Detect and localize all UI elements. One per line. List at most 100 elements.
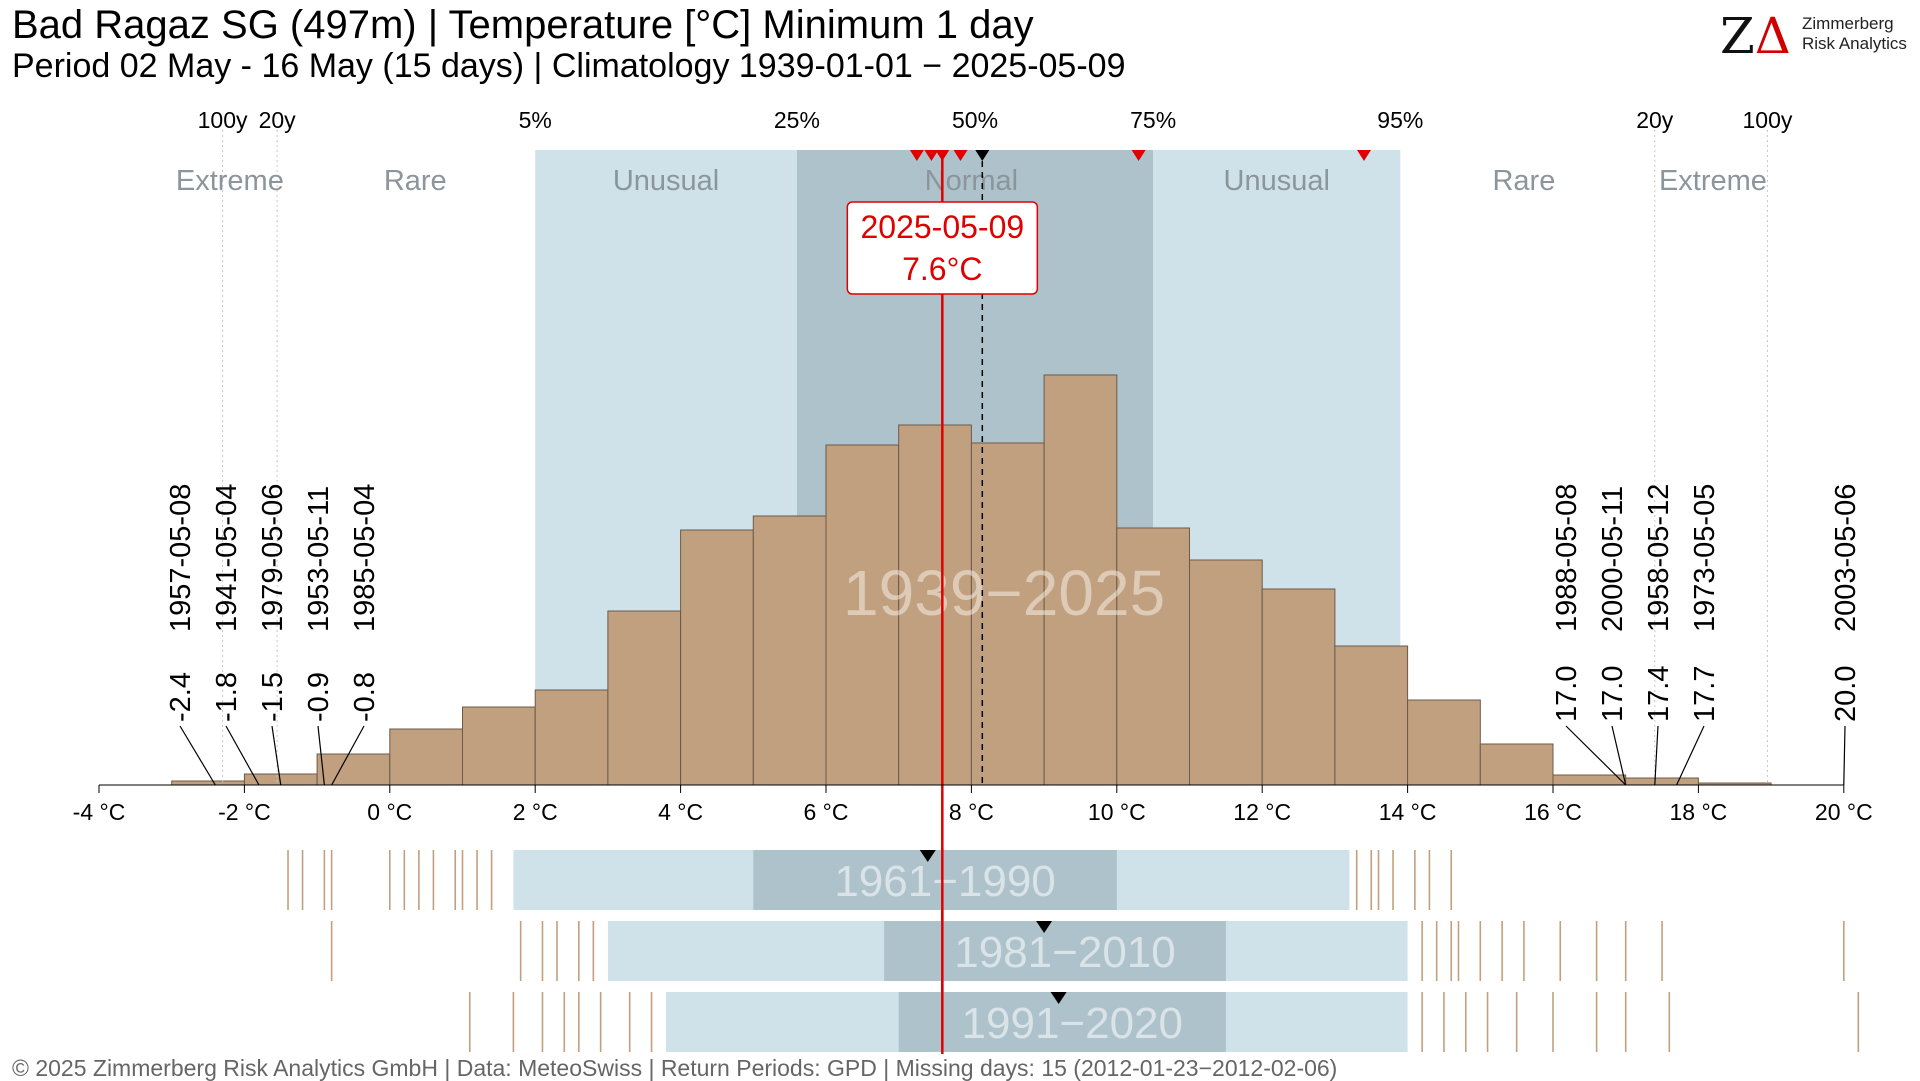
record-date: 1953-05-11 <box>303 486 335 632</box>
histogram-bar <box>1334 645 1409 786</box>
logo-delta: Δ <box>1754 7 1791 65</box>
x-tick-label: -4 °C <box>73 799 126 825</box>
x-tick-label: 6 °C <box>804 799 849 825</box>
histogram-bar <box>389 728 463 786</box>
record-date: 1979-05-06 <box>257 484 289 632</box>
record-value: 17.0 <box>1551 666 1583 722</box>
record-date: 1958-05-12 <box>1643 484 1675 632</box>
record-label-group: -0.9 1953-05-11 <box>303 486 335 722</box>
histogram-bar <box>680 529 754 786</box>
histogram-bar <box>752 515 827 786</box>
percentile-label: 75% <box>1130 107 1176 133</box>
footer-credits: © 2025 Zimmerberg Risk Analytics GmbH | … <box>12 1055 1338 1081</box>
record-label-group: 17.7 1973-05-05 <box>1689 484 1721 722</box>
current-value-box <box>846 201 1039 295</box>
chart-title: Bad Ragaz SG (497m) | Temperature [°C] M… <box>12 3 1034 47</box>
x-tick-label: 20 °C <box>1815 799 1873 825</box>
record-leader <box>317 725 325 786</box>
record-date: 1988-05-08 <box>1551 484 1583 632</box>
record-leader <box>331 725 365 786</box>
record-value: -1.8 <box>211 672 243 722</box>
record-date: 2003-05-06 <box>1830 484 1862 632</box>
era-median-marker <box>1050 992 1067 1004</box>
record-value: -0.8 <box>349 672 381 722</box>
logo-line-2: Risk Analytics <box>1802 34 1907 53</box>
zone-label: Rare <box>384 165 447 197</box>
x-tick-label: -2 °C <box>218 799 271 825</box>
era-normal-band <box>898 992 1226 1052</box>
histogram-bar <box>1479 743 1554 786</box>
zone-label: Extreme <box>1659 165 1767 197</box>
percentile-label: 5% <box>519 107 552 133</box>
era-normal-band <box>753 850 1117 910</box>
zone-label: Extreme <box>176 165 284 197</box>
histogram-bar <box>1189 559 1263 786</box>
record-value: -1.5 <box>257 672 289 722</box>
record-label-group: 17.0 2000-05-11 <box>1597 486 1629 722</box>
histogram-bar <box>534 689 609 786</box>
record-value: -2.4 <box>165 672 197 722</box>
company-logo: ZΔ Zimmerberg Risk Analytics <box>1720 8 1915 64</box>
record-date: 1941-05-04 <box>211 484 243 632</box>
current-value-label: 7.6°C <box>902 251 982 287</box>
era-label: 1981−2010 <box>954 928 1175 977</box>
era-median-marker <box>919 850 936 862</box>
recent-value-marker <box>924 150 939 161</box>
record-leader <box>1565 725 1627 786</box>
histogram-bar <box>1552 774 1627 786</box>
recent-value-marker <box>909 150 924 161</box>
record-label-group: 17.4 1958-05-12 <box>1643 484 1675 722</box>
record-label-group: -0.8 1985-05-04 <box>349 484 381 722</box>
x-tick-label: 14 °C <box>1379 799 1437 825</box>
percentile-label: 20y <box>1636 107 1674 133</box>
x-tick-label: 4 °C <box>658 799 703 825</box>
histogram-bar <box>316 753 391 786</box>
record-leader <box>1676 725 1705 786</box>
record-date: 1973-05-05 <box>1689 484 1721 632</box>
record-label-group: -1.5 1979-05-06 <box>257 484 289 722</box>
percentile-label: 95% <box>1377 107 1423 133</box>
record-label-group: 17.0 1988-05-08 <box>1551 484 1583 722</box>
record-label-group: -1.8 1941-05-04 <box>211 484 243 722</box>
zone-label: Unusual <box>613 165 719 197</box>
x-tick-label: 12 °C <box>1233 799 1291 825</box>
zone-label: Rare <box>1492 165 1555 197</box>
x-tick-label: 8 °C <box>949 799 994 825</box>
chart-subtitle: Period 02 May - 16 May (15 days) | Clima… <box>12 47 1126 85</box>
record-date: 1957-05-08 <box>165 484 197 632</box>
era-label: 1991−2020 <box>962 999 1183 1048</box>
recent-value-marker <box>935 150 950 161</box>
x-tick-label: 0 °C <box>367 799 412 825</box>
record-leader <box>1654 725 1659 786</box>
zone-label: Unusual <box>1224 165 1330 197</box>
record-value: 20.0 <box>1830 666 1862 722</box>
x-tick-label: 18 °C <box>1670 799 1728 825</box>
record-label-group: -2.4 1957-05-08 <box>165 484 197 722</box>
percentile-label: 25% <box>774 107 820 133</box>
histogram-bar <box>1261 588 1336 786</box>
record-date: 1985-05-04 <box>349 484 381 632</box>
recent-value-marker <box>953 150 968 161</box>
histogram-bar <box>1625 777 1699 786</box>
histogram-bar <box>607 610 682 786</box>
histogram-bar <box>898 424 972 786</box>
record-date: 2000-05-11 <box>1597 486 1629 632</box>
record-value: 17.4 <box>1643 666 1675 722</box>
era-median-marker <box>1036 921 1053 933</box>
percentile-label: 20y <box>259 107 297 133</box>
logo-z: Z <box>1720 7 1755 65</box>
x-tick-label: 16 °C <box>1524 799 1582 825</box>
current-date-label: 2025-05-09 <box>860 209 1024 245</box>
x-tick-label: 10 °C <box>1088 799 1146 825</box>
logo-mark: ZΔ <box>1720 8 1791 64</box>
record-label-group: 20.0 2003-05-06 <box>1830 484 1862 722</box>
recent-value-marker <box>1131 150 1146 161</box>
x-tick-label: 2 °C <box>513 799 558 825</box>
logo-line-1: Zimmerberg <box>1802 14 1894 33</box>
logo-text: Zimmerberg Risk Analytics <box>1802 14 1907 54</box>
record-value: 17.0 <box>1597 666 1629 722</box>
record-leader <box>179 725 216 786</box>
record-leader <box>225 725 260 786</box>
record-value: 17.7 <box>1689 666 1721 722</box>
